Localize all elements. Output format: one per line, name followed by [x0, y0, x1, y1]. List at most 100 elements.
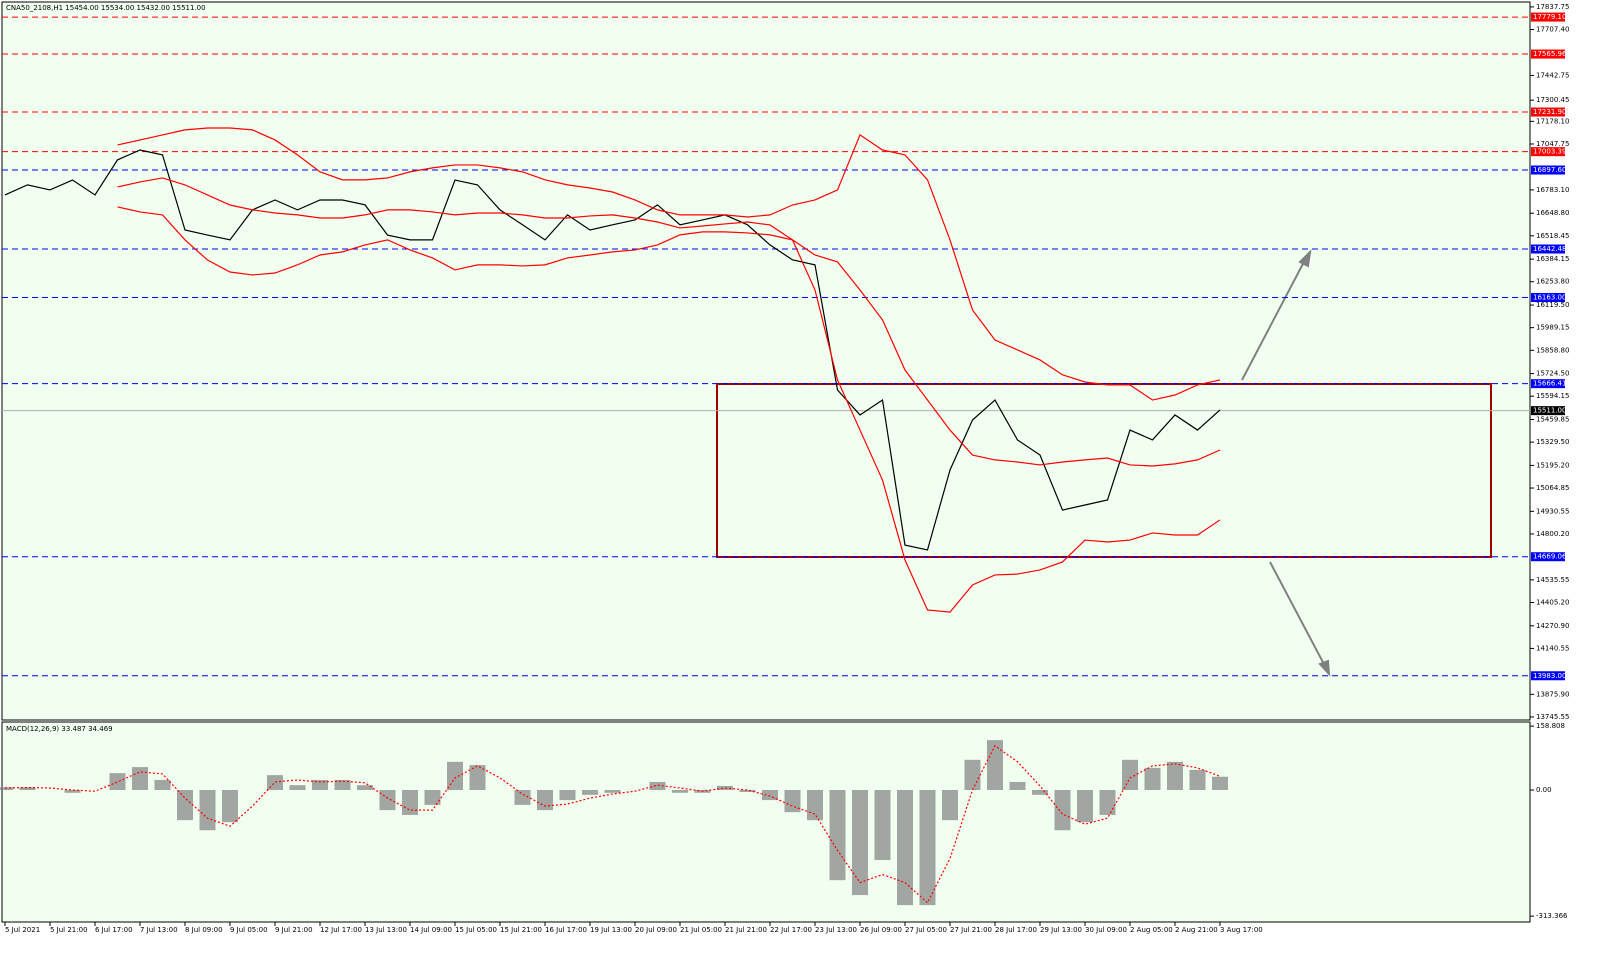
level-tag: [1531, 107, 1565, 117]
macd-bar: [919, 790, 936, 906]
macd-bar: [222, 790, 238, 823]
macd-bar: [1077, 790, 1093, 823]
macd-bar: [897, 790, 913, 906]
level-label: 17565.96: [1533, 50, 1567, 58]
macd-bar: [64, 790, 81, 793]
macd-bar: [1099, 790, 1116, 815]
current-price-tag: [1531, 406, 1565, 416]
macd-bar: [537, 790, 553, 811]
x-tick-label: 27 Jul 05:00: [905, 926, 947, 934]
macd-title: MACD(12,26,9) 33.487 34.469: [6, 725, 113, 733]
x-tick-label: 29 Jul 13:00: [1040, 926, 1082, 934]
level-label: 16897.60: [1533, 166, 1566, 174]
y-tick-label: 14405.20: [1536, 598, 1569, 606]
macd-bar: [964, 759, 981, 791]
macd-bar: [604, 790, 621, 793]
y-tick-label: 15594.15: [1536, 392, 1569, 400]
x-tick-label: 8 Jul 09:00: [185, 926, 223, 934]
macd-bar: [559, 790, 576, 801]
x-tick-label: 2 Aug 21:00: [1175, 926, 1218, 934]
y-tick-label: 17442.75: [1536, 71, 1569, 79]
x-tick-label: 19 Jul 13:00: [590, 926, 632, 934]
macd-bar: [357, 785, 373, 791]
y-tick-label: 15724.50: [1536, 370, 1569, 378]
y-tick-label: 17707.40: [1536, 26, 1569, 34]
macd-bar: [784, 790, 801, 813]
x-tick-label: 13 Jul 13:00: [365, 926, 407, 934]
y-tick-label: 17837.75: [1536, 3, 1569, 11]
x-tick-label: 27 Jul 21:00: [950, 926, 992, 934]
y-tick-label: 14140.55: [1536, 644, 1569, 652]
macd-bar: [874, 790, 891, 861]
macd-bar: [1167, 761, 1183, 791]
arrows: [1241, 249, 1331, 677]
macd-bar: [132, 767, 148, 791]
y-tick-label: 14270.90: [1536, 622, 1569, 630]
x-tick-label: 5 Jul 21:00: [50, 926, 88, 934]
x-tick-label: 22 Jul 17:00: [770, 926, 812, 934]
x-tick-label: 15 Jul 05:00: [455, 926, 497, 934]
level-tag: [1531, 147, 1565, 157]
y-tick-label: 15329.50: [1536, 438, 1569, 446]
series-line: [117, 177, 1221, 467]
macd-bar: [717, 785, 733, 791]
level-label: 17779.10: [1533, 13, 1566, 21]
macd-bar: [289, 785, 306, 791]
macd-bar: [649, 781, 666, 791]
x-tick-label: 23 Jul 13:00: [815, 926, 857, 934]
y-tick-label: 15195.20: [1536, 461, 1569, 469]
arrow-down: [1269, 561, 1327, 669]
arrow-head: [1298, 249, 1312, 268]
macd-bar: [177, 790, 193, 821]
level-tag: [1531, 671, 1565, 681]
macd-bar: [19, 787, 36, 791]
x-tick-label: 21 Jul 05:00: [680, 926, 722, 934]
level-label: 17231.90: [1533, 108, 1566, 116]
macd-bar: [199, 790, 216, 831]
macd-bar: [469, 765, 486, 791]
y-tick-label: 15459.85: [1536, 416, 1569, 424]
x-tick-label: 5 Jul 2021: [5, 926, 40, 934]
x-tick-label: 9 Jul 21:00: [275, 926, 313, 934]
level-label: 15666.41: [1533, 380, 1566, 388]
level-label: 17003.39: [1533, 148, 1566, 156]
macd-bar: [807, 790, 823, 821]
y-tick-label: 16518.45: [1536, 232, 1569, 240]
y-tick-label: 17300.45: [1536, 96, 1569, 104]
macd-bar: [447, 761, 463, 791]
x-tick-label: 7 Jul 13:00: [140, 926, 178, 934]
x-tick-label: 2 Aug 05:00: [1130, 926, 1173, 934]
macd-bar: [852, 790, 868, 896]
arrow-up: [1241, 257, 1307, 381]
macd-bar: [424, 790, 441, 805]
macd-bar: [1009, 781, 1026, 791]
y-tick-label: 15989.15: [1536, 324, 1569, 332]
macd-bar: [379, 790, 396, 811]
series-line: [4, 744, 1221, 904]
macd-bar: [762, 790, 778, 801]
x-tick-label: 16 Jul 17:00: [545, 926, 587, 934]
y-tick-label: 158.808: [1536, 722, 1565, 730]
macd-bar: [109, 773, 126, 791]
macd-bar: [942, 790, 958, 821]
y-tick-label: 16119.50: [1536, 301, 1569, 309]
y-tick-label: 14800.20: [1536, 530, 1569, 538]
level-label: 13983.00: [1533, 672, 1566, 680]
x-tick-label: 26 Jul 09:00: [860, 926, 902, 934]
y-tick-label: 17047.75: [1536, 140, 1569, 148]
macd-bar: [1212, 776, 1228, 791]
y-tick-label: -313.366: [1536, 912, 1568, 920]
macd-bar: [1144, 767, 1161, 791]
y-tick-label: 13875.90: [1536, 690, 1569, 698]
y-tick-label: 17178.10: [1536, 117, 1569, 125]
macd-bar: [739, 790, 756, 793]
y-tick-label: 16384.15: [1536, 255, 1569, 263]
symbol-info: CNA50_2108,H1 15454.00 15534.00 15432.00…: [6, 4, 206, 12]
macd-bar: [267, 775, 283, 791]
level-label: 16442.48: [1533, 245, 1566, 253]
x-tick-label: 9 Jul 05:00: [230, 926, 268, 934]
y-tick-label: 14535.55: [1536, 576, 1569, 584]
level-label: 16163.00: [1533, 293, 1566, 301]
macd-panel: [1, 721, 1531, 923]
